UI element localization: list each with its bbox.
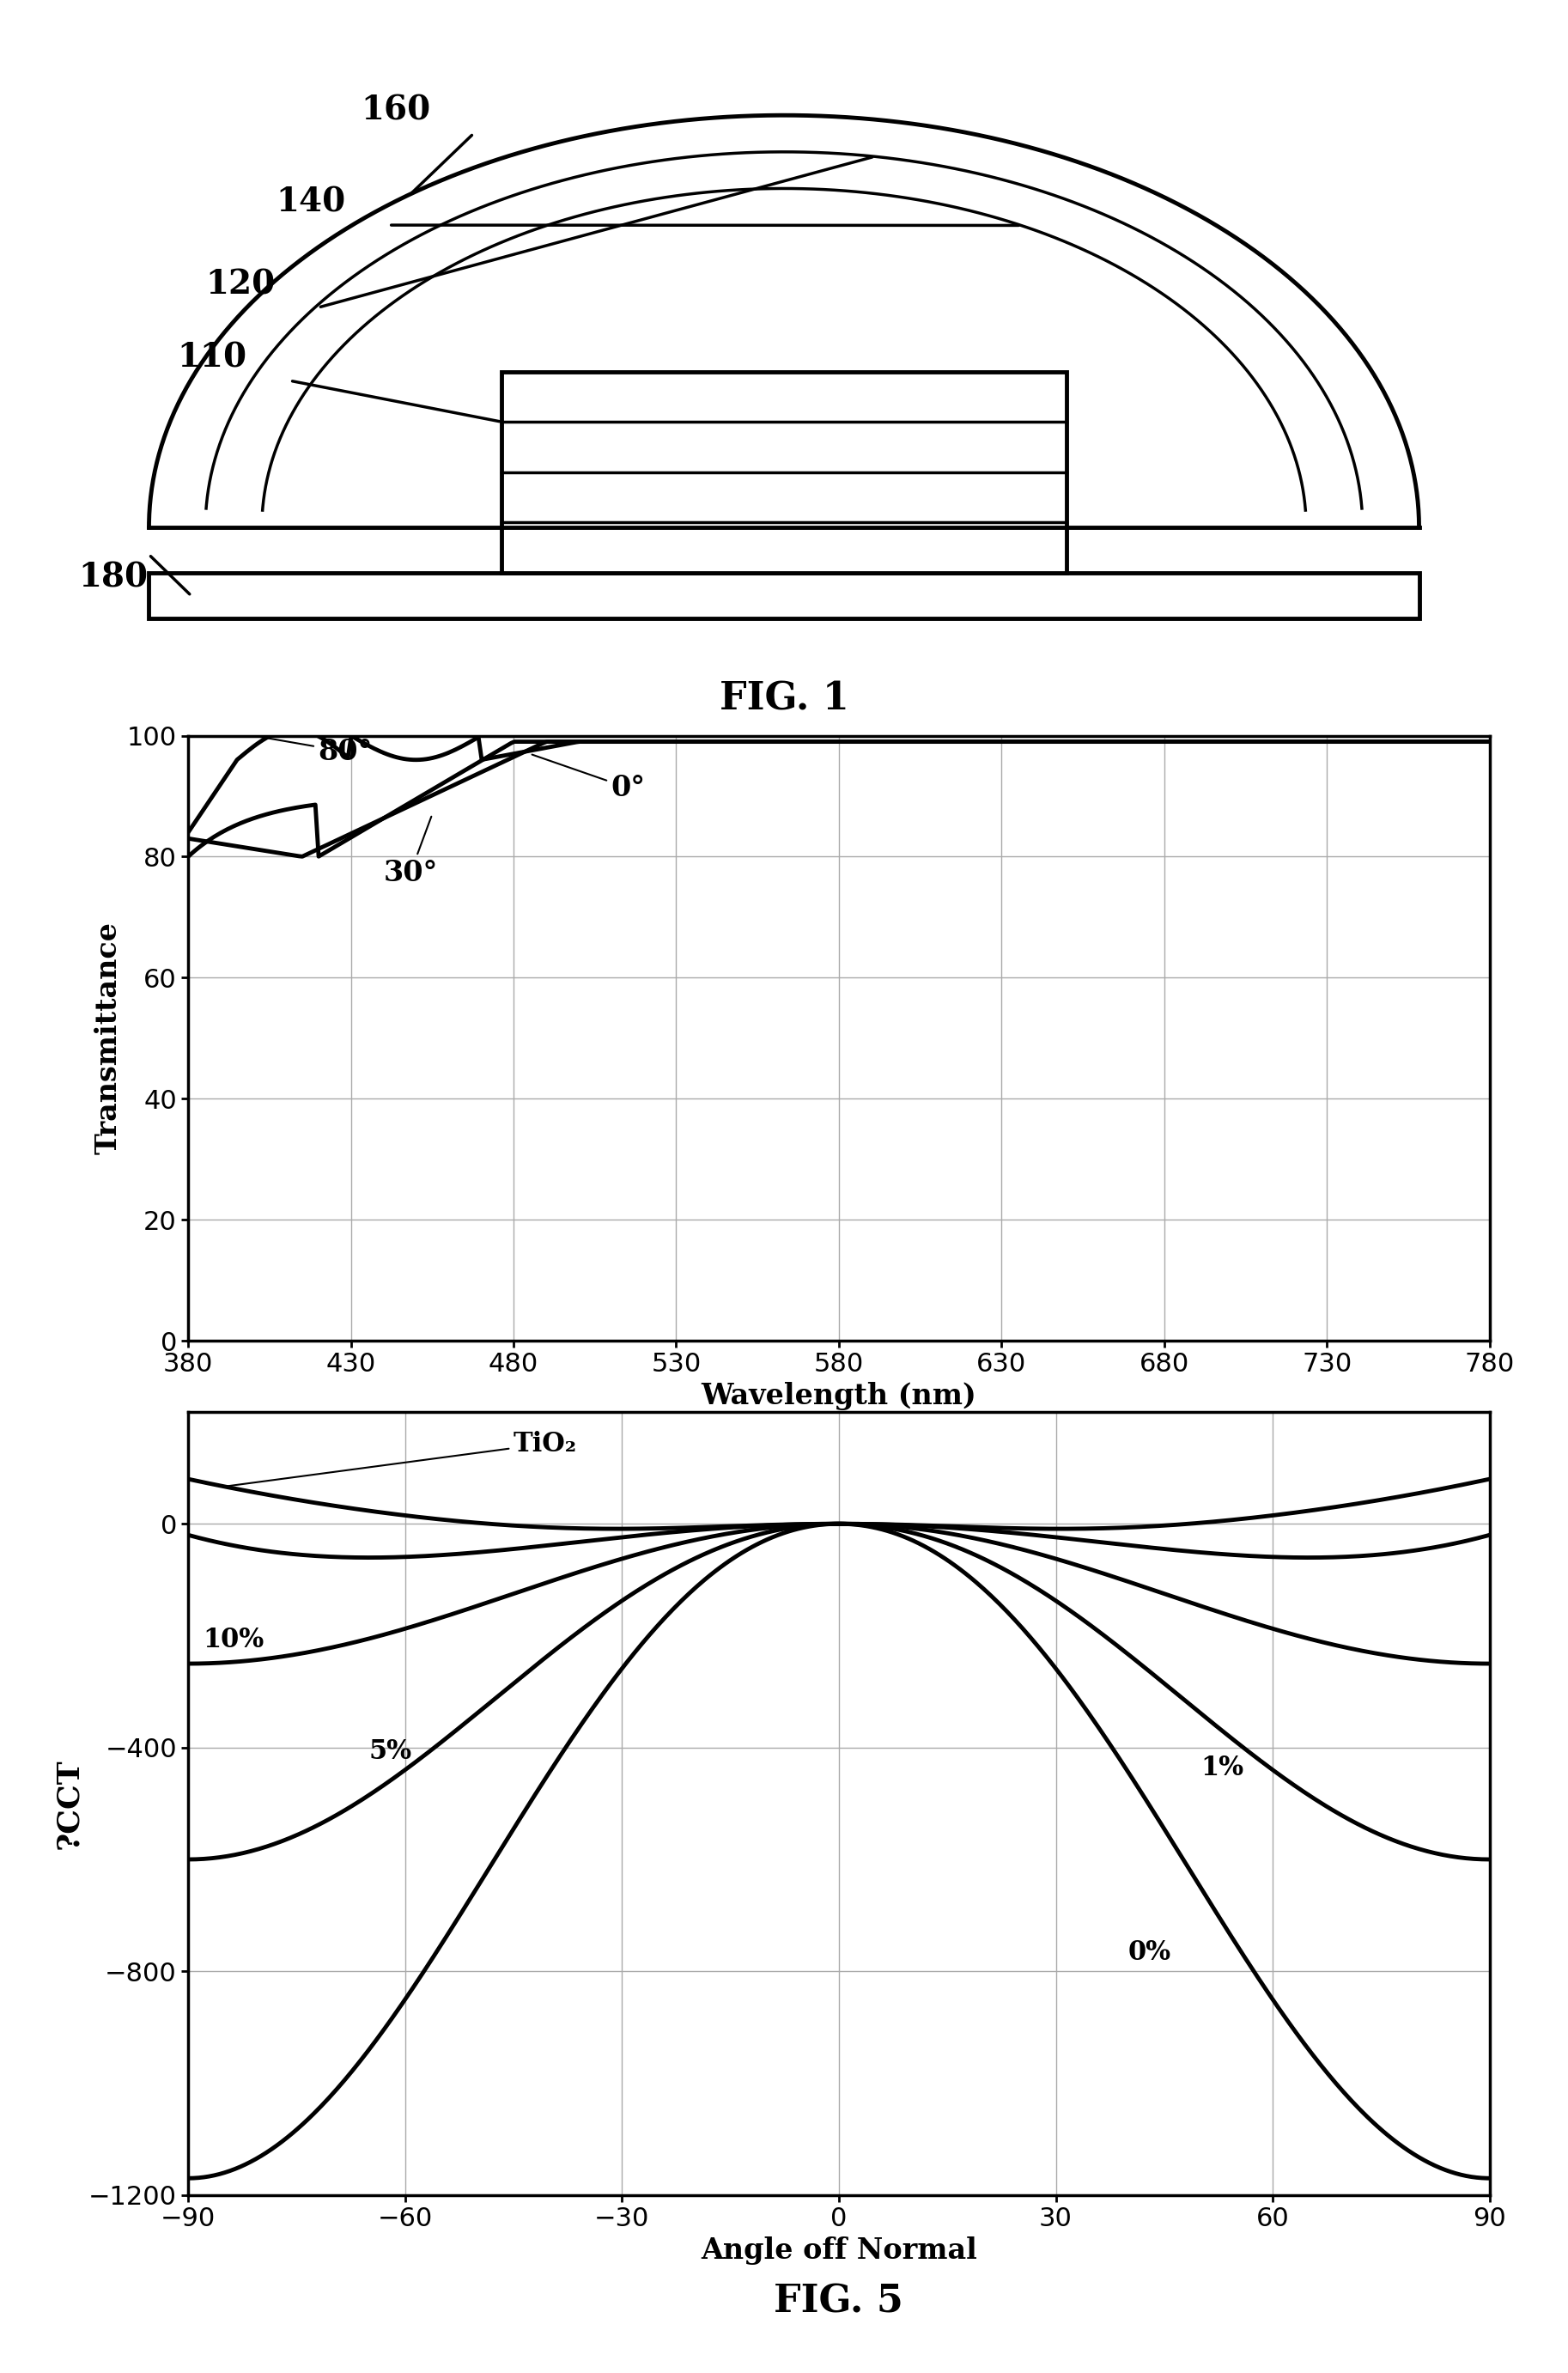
Text: 120: 120 — [205, 268, 274, 301]
X-axis label: Angle off Normal: Angle off Normal — [701, 2235, 977, 2264]
Text: 180: 180 — [78, 560, 147, 593]
Text: 160: 160 — [361, 95, 430, 126]
Text: 1%: 1% — [1201, 1756, 1243, 1782]
Text: 110: 110 — [177, 342, 246, 375]
Bar — [149, 572, 1419, 619]
Bar — [502, 373, 1066, 572]
Text: 0%: 0% — [1127, 1939, 1171, 1967]
Y-axis label: ?CCT: ?CCT — [55, 1758, 83, 1849]
Text: 80°: 80° — [256, 736, 373, 766]
Text: 5%: 5% — [368, 1737, 412, 1766]
Text: FIG. 5: FIG. 5 — [775, 2283, 903, 2321]
Text: FIG. 1: FIG. 1 — [720, 681, 848, 719]
Text: 140: 140 — [276, 185, 345, 218]
Y-axis label: Transmittance: Transmittance — [94, 921, 122, 1156]
X-axis label: Wavelength (nm): Wavelength (nm) — [701, 1381, 977, 1410]
Text: FIG. 2: FIG. 2 — [775, 1421, 903, 1457]
Text: TiO₂: TiO₂ — [227, 1431, 577, 1485]
Text: 10%: 10% — [202, 1626, 263, 1654]
Text: 30°: 30° — [383, 816, 437, 888]
Text: 0°: 0° — [532, 755, 646, 802]
